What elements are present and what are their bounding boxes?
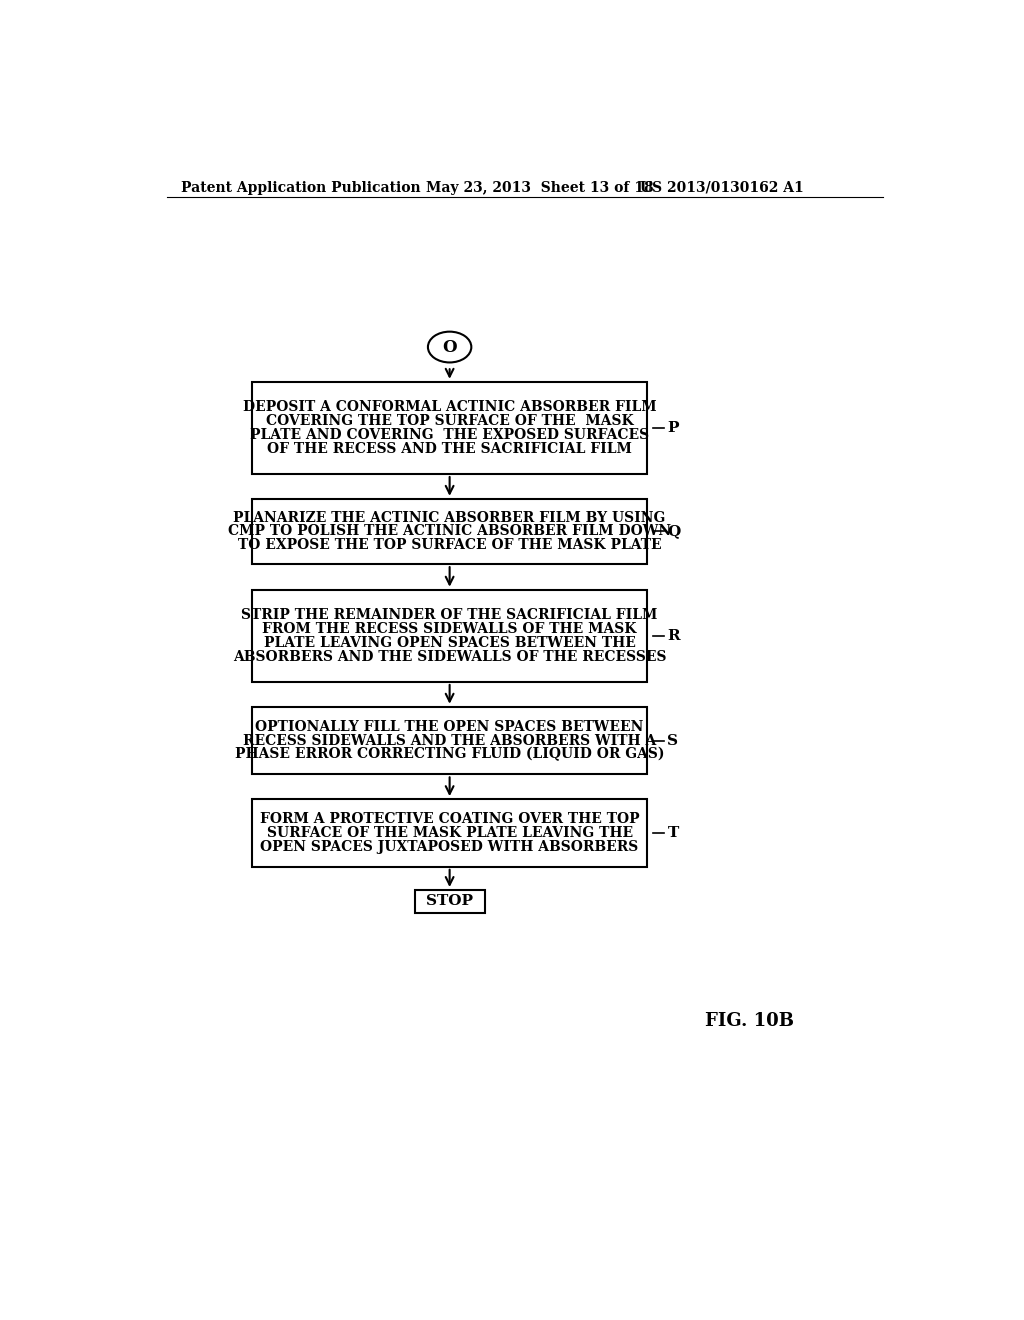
Text: PLATE LEAVING OPEN SPACES BETWEEN THE: PLATE LEAVING OPEN SPACES BETWEEN THE (264, 636, 636, 649)
Text: Patent Application Publication: Patent Application Publication (180, 181, 420, 194)
Text: SURFACE OF THE MASK PLATE LEAVING THE: SURFACE OF THE MASK PLATE LEAVING THE (266, 826, 633, 840)
Text: FROM THE RECESS SIDEWALLS OF THE MASK: FROM THE RECESS SIDEWALLS OF THE MASK (262, 622, 637, 636)
Text: O: O (442, 338, 457, 355)
Text: RECESS SIDEWALLS AND THE ABSORBERS WITH A: RECESS SIDEWALLS AND THE ABSORBERS WITH … (243, 734, 656, 747)
Text: OF THE RECESS AND THE SACRIFICIAL FILM: OF THE RECESS AND THE SACRIFICIAL FILM (267, 442, 632, 455)
Text: PLATE AND COVERING  THE EXPOSED SURFACES: PLATE AND COVERING THE EXPOSED SURFACES (250, 428, 649, 442)
Text: OPTIONALLY FILL THE OPEN SPACES BETWEEN: OPTIONALLY FILL THE OPEN SPACES BETWEEN (255, 719, 644, 734)
Text: PLANARIZE THE ACTINIC ABSORBER FILM BY USING: PLANARIZE THE ACTINIC ABSORBER FILM BY U… (233, 511, 666, 524)
Text: ABSORBERS AND THE SIDEWALLS OF THE RECESSES: ABSORBERS AND THE SIDEWALLS OF THE RECES… (232, 649, 667, 664)
Text: STOP: STOP (426, 895, 473, 908)
Text: PHASE ERROR CORRECTING FLUID (LIQUID OR GAS): PHASE ERROR CORRECTING FLUID (LIQUID OR … (234, 747, 665, 762)
Text: STRIP THE REMAINDER OF THE SACRIFICIAL FILM: STRIP THE REMAINDER OF THE SACRIFICIAL F… (242, 609, 657, 622)
Text: US 2013/0130162 A1: US 2013/0130162 A1 (640, 181, 803, 194)
Text: FIG. 10B: FIG. 10B (706, 1012, 795, 1030)
Text: OPEN SPACES JUXTAPOSED WITH ABSORBERS: OPEN SPACES JUXTAPOSED WITH ABSORBERS (260, 840, 639, 854)
Text: FORM A PROTECTIVE COATING OVER THE TOP: FORM A PROTECTIVE COATING OVER THE TOP (260, 812, 639, 826)
Text: May 23, 2013  Sheet 13 of 18: May 23, 2013 Sheet 13 of 18 (426, 181, 654, 194)
Text: CMP TO POLISH THE ACTINIC ABSORBER FILM DOWN: CMP TO POLISH THE ACTINIC ABSORBER FILM … (228, 524, 671, 539)
Text: Q: Q (668, 524, 681, 539)
Text: S: S (668, 734, 678, 747)
Text: T: T (668, 826, 679, 840)
Text: R: R (668, 628, 680, 643)
Text: COVERING THE TOP SURFACE OF THE  MASK: COVERING THE TOP SURFACE OF THE MASK (266, 414, 634, 428)
Text: DEPOSIT A CONFORMAL ACTINIC ABSORBER FILM: DEPOSIT A CONFORMAL ACTINIC ABSORBER FIL… (243, 400, 656, 414)
Text: TO EXPOSE THE TOP SURFACE OF THE MASK PLATE: TO EXPOSE THE TOP SURFACE OF THE MASK PL… (238, 539, 662, 552)
Text: P: P (668, 421, 679, 434)
